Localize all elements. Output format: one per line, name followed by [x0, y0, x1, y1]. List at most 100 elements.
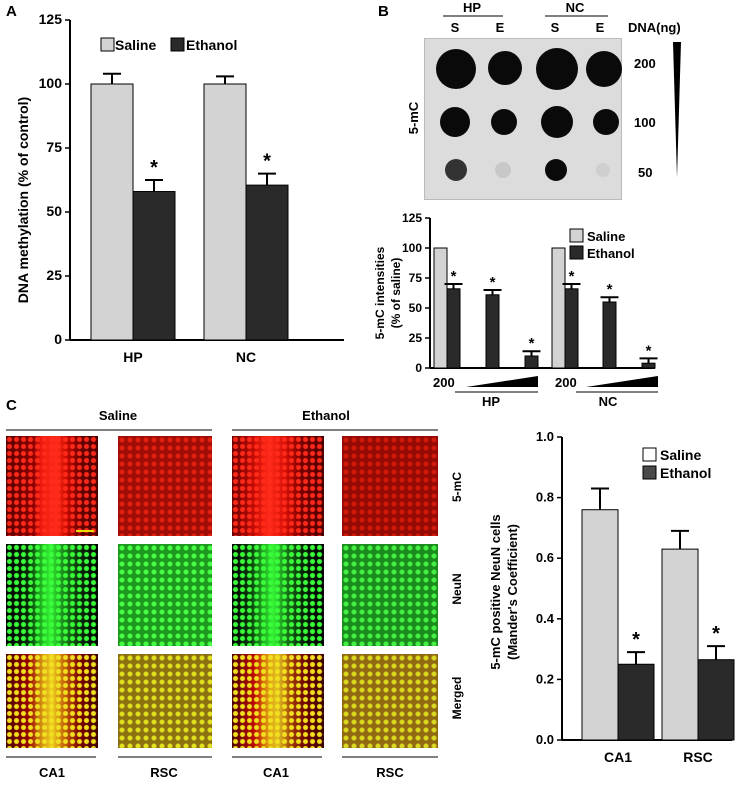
- micrograph-col-label: RSC: [150, 765, 178, 780]
- bar: [551, 247, 566, 369]
- micrograph-col-label: CA1: [263, 765, 289, 780]
- micrograph-annotations: Saline Ethanol 5-mC NeuN Merged CA1 RSC …: [6, 408, 464, 780]
- x-tick-label: HP: [123, 349, 142, 365]
- panel-label-c: C: [6, 397, 17, 414]
- blot-dot: [491, 109, 517, 135]
- blot-dot: [445, 159, 467, 181]
- significance-marker: *: [646, 342, 652, 359]
- blot-dot: [488, 51, 522, 85]
- y-tick-label: 125: [402, 211, 422, 225]
- micrograph-ethanol-ca1-merged: [232, 654, 324, 748]
- blot-dot: [495, 162, 511, 178]
- significance-marker: *: [451, 268, 457, 285]
- blot-amount-label: 100: [634, 115, 656, 130]
- x-tick-label: CA1: [604, 749, 632, 765]
- legend-label: Saline: [115, 37, 156, 53]
- blot-col-label: S: [451, 20, 460, 35]
- micrograph-saline-rsc-neun: [118, 544, 212, 646]
- blot-col-label: E: [596, 20, 605, 35]
- legend-swatch: [642, 447, 657, 462]
- chart-c-mander: 0.0 0.2 0.4 0.6 0.8 1.0 * CA1 * RSC 5-mC positive …: [488, 429, 735, 765]
- blot-dot: [440, 107, 470, 137]
- blot-dot: [586, 51, 622, 87]
- x-start-label: 200: [555, 375, 577, 390]
- significance-marker: *: [529, 335, 535, 352]
- y-tick-label: 75: [46, 139, 62, 155]
- blot-group-nc: NC: [566, 0, 585, 15]
- panel-label-b: B: [378, 3, 389, 20]
- blot-col-label: E: [496, 20, 505, 35]
- micrograph-row-label: Merged: [450, 677, 464, 720]
- blot-amount-label: 200: [634, 56, 656, 71]
- y-tick-label: 100: [39, 75, 63, 91]
- y-tick-label: 0: [415, 361, 422, 375]
- chart-b-intensities: 0 25 50 75 100 125 * * * * * * 5-mC intensities (% of…: [373, 211, 658, 409]
- micrograph-saline-ca1-neun: [6, 544, 98, 646]
- bar: [90, 83, 134, 341]
- y-tick-label: 0.4: [536, 611, 555, 626]
- chart-a: 0 25 50 75 100 125 * HP * NC DNA methylation (% of…: [15, 11, 344, 365]
- legend-swatch: [170, 37, 185, 52]
- x-start-label: 200: [433, 375, 455, 390]
- micrograph-ethanol-ca1-5mc: [232, 436, 324, 536]
- y-axis-label: (% of saline): [389, 258, 403, 329]
- legend-swatch: [569, 245, 584, 260]
- blot-dot: [596, 163, 610, 177]
- micrograph-saline-ca1-merged: [6, 654, 98, 748]
- bar: [433, 247, 448, 369]
- bar: [564, 288, 579, 369]
- significance-marker: *: [607, 281, 613, 298]
- bar: [524, 355, 539, 369]
- panel-label-a: A: [6, 3, 17, 20]
- bar: [617, 663, 655, 741]
- y-tick-label: 50: [409, 301, 423, 315]
- legend-swatch: [100, 37, 115, 52]
- y-tick-label: 50: [46, 203, 62, 219]
- bar: [203, 83, 247, 341]
- blot-dot: [436, 49, 476, 89]
- bar: [446, 288, 461, 369]
- y-axis-label: 5-mC positive NeuN cells: [488, 514, 503, 669]
- significance-marker: *: [263, 151, 271, 173]
- micrograph-row-label: NeuN: [450, 573, 464, 604]
- scale-bar: [76, 530, 94, 532]
- y-tick-label: 75: [409, 271, 423, 285]
- bar: [485, 294, 500, 369]
- significance-marker: *: [490, 274, 496, 291]
- blot-dna-label: DNA(ng): [628, 20, 681, 35]
- x-dose-wedge: [586, 376, 658, 387]
- micrograph-ethanol-ca1-neun: [232, 544, 324, 646]
- treatment-header-ethanol: Ethanol: [302, 408, 350, 423]
- significance-marker: *: [150, 157, 158, 179]
- x-tick-label: NC: [236, 349, 256, 365]
- blot-dot: [593, 109, 619, 135]
- y-tick-label: 0.0: [536, 732, 554, 747]
- blot-col-label: S: [551, 20, 560, 35]
- y-axis-label: DNA methylation (% of control): [15, 97, 31, 303]
- bar: [132, 191, 176, 341]
- y-axis-label: (Mander's Coefficient): [505, 524, 520, 660]
- y-tick-label: 0.6: [536, 550, 554, 565]
- y-tick-label: 125: [39, 11, 63, 27]
- x-group-label: HP: [482, 394, 500, 409]
- x-dose-wedge: [466, 376, 538, 387]
- micrograph-saline-rsc-merged: [118, 654, 212, 748]
- y-tick-label: 0.2: [536, 671, 554, 686]
- significance-marker: *: [632, 629, 640, 651]
- blot-dot: [541, 106, 573, 138]
- legend-label: Ethanol: [186, 37, 237, 53]
- legend-label: Ethanol: [587, 246, 635, 261]
- y-tick-label: 25: [46, 267, 62, 283]
- significance-marker: *: [712, 623, 720, 645]
- blot-dot: [536, 48, 578, 90]
- y-tick-label: 0.8: [536, 490, 554, 505]
- x-tick-label: RSC: [683, 749, 713, 765]
- bar: [661, 548, 699, 741]
- bar: [697, 659, 735, 741]
- y-tick-label: 100: [402, 241, 422, 255]
- micrograph-row-label: 5-mC: [450, 472, 464, 502]
- y-tick-label: 0: [54, 331, 62, 347]
- y-tick-label: 1.0: [536, 429, 554, 444]
- micrograph-saline-rsc-5mc: [118, 436, 212, 536]
